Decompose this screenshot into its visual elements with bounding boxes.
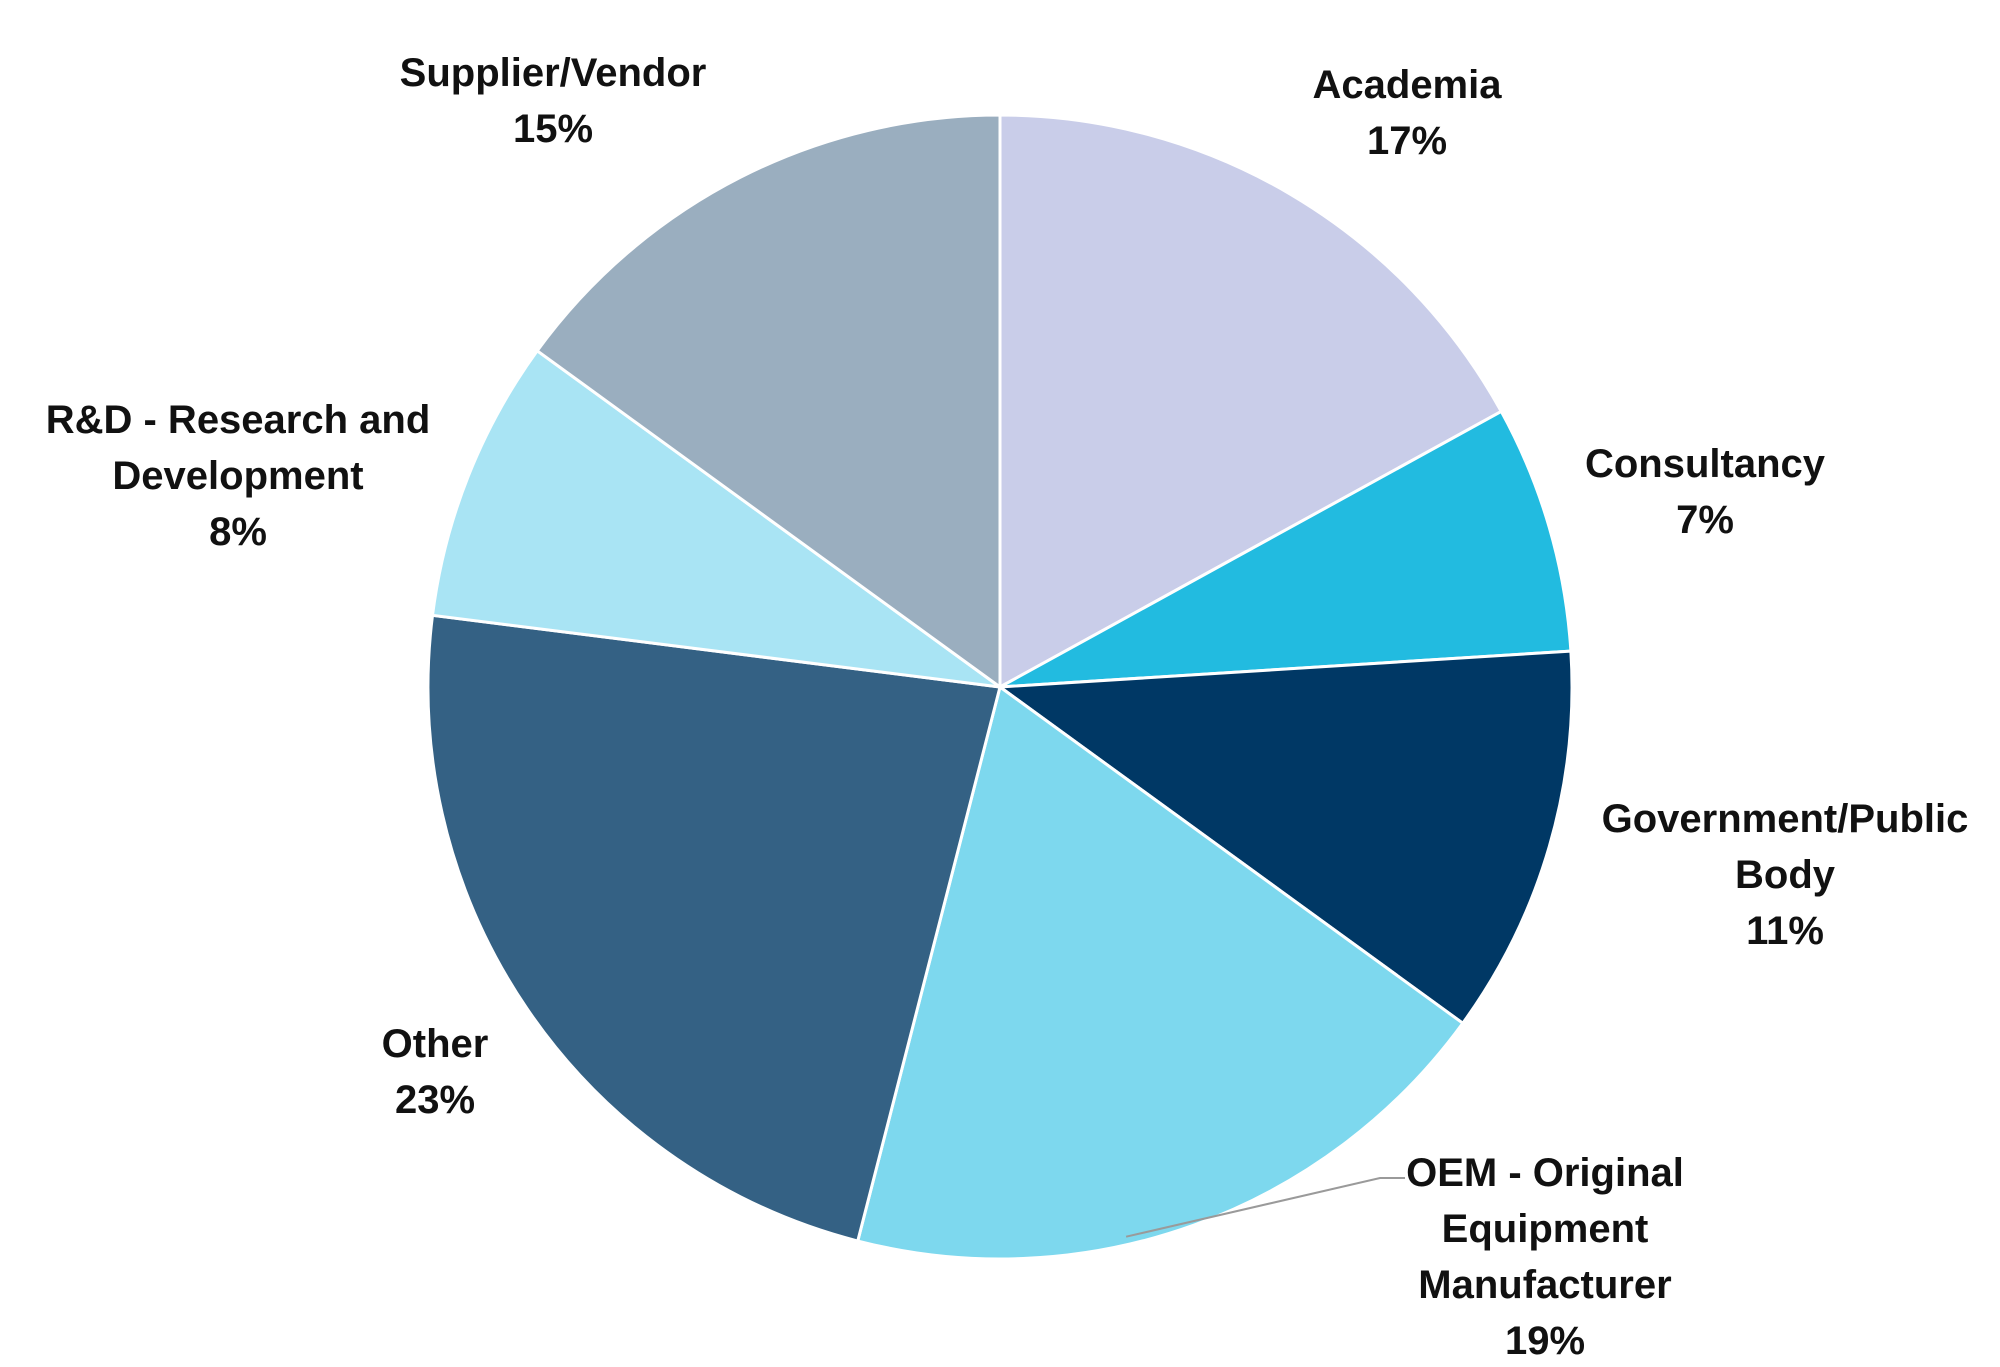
data-label-category: Manufacturer <box>1418 1263 1671 1307</box>
data-label-category: Consultancy <box>1585 442 1826 486</box>
pie-slice-supplier-vendor <box>535 113 1002 690</box>
data-label-oem-original-equipment-manufacturer: OEM - Original Equipment Manufacturer 19% <box>1406 1151 1684 1363</box>
pie-slice-academia <box>998 113 1504 690</box>
data-label-percent: 8% <box>209 510 267 554</box>
data-label-category: Equipment <box>1442 1207 1649 1251</box>
pie-slice-government-public-body <box>995 649 1574 1026</box>
pie-slice-oem-original-equipment-manufacturer <box>855 684 1465 1261</box>
data-label-other: Other 23% <box>382 1022 489 1122</box>
data-label-government-public-body: Government/Public Body 11% <box>1602 797 1969 953</box>
data-label-percent: 15% <box>513 107 593 151</box>
data-label-percent: 11% <box>1746 909 1824 953</box>
data-label-academia: Academia 17% <box>1313 63 1503 163</box>
pie-slice-other <box>426 613 1002 1243</box>
data-label-percent: 7% <box>1676 498 1734 542</box>
data-label-r-d-research-and-development: R&D - Research and Development 8% <box>46 398 431 554</box>
data-label-category: Other <box>382 1022 489 1066</box>
data-label-category: Academia <box>1313 63 1503 107</box>
data-label-category: Body <box>1735 853 1836 897</box>
data-label-category: OEM - Original <box>1406 1151 1684 1195</box>
data-label-category: Supplier/Vendor <box>400 51 707 95</box>
labels-layer: Academia 17% Consultancy 7% Government/Publi… <box>46 51 1969 1363</box>
data-label-supplier-vendor: Supplier/Vendor 15% <box>400 51 707 151</box>
data-label-percent: 17% <box>1367 119 1447 163</box>
data-label-category: Development <box>112 454 363 498</box>
leader-lines-layer <box>1125 1177 1405 1238</box>
data-label-percent: 19% <box>1505 1319 1585 1363</box>
leader-line-oem-original-equipment-manufacturer <box>1125 1177 1405 1238</box>
slices-layer <box>426 113 1574 1261</box>
data-label-percent: 23% <box>395 1078 475 1122</box>
pie-slice-consultancy <box>999 409 1573 689</box>
pie-slice-r-d-research-and-development <box>430 348 1001 689</box>
data-label-category: R&D - Research and <box>46 398 431 442</box>
data-label-consultancy: Consultancy 7% <box>1585 442 1826 542</box>
data-label-category: Government/Public <box>1602 797 1969 841</box>
